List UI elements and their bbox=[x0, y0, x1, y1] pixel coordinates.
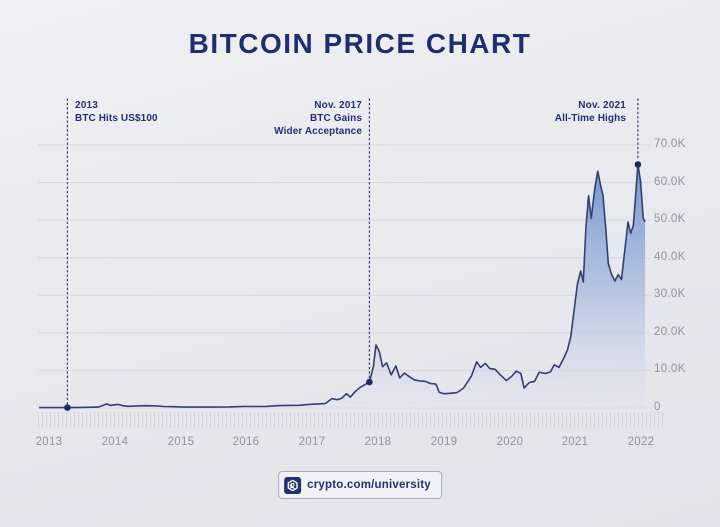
y-axis-label: 20.0K bbox=[654, 326, 686, 338]
annotation-line: Wider Acceptance bbox=[274, 126, 362, 137]
annotation-line: All-Time Highs bbox=[554, 113, 626, 124]
event-marker-dot bbox=[634, 161, 642, 168]
x-axis-label: 2016 bbox=[232, 436, 260, 448]
annotation-nov-2021: Nov. 2021 All-Time Highs bbox=[555, 99, 626, 125]
price-area bbox=[39, 164, 646, 408]
y-axis-label: 50.0K bbox=[654, 213, 686, 225]
x-axis-label: 2015 bbox=[167, 436, 195, 448]
x-axis-label: 2020 bbox=[496, 436, 524, 448]
y-axis-label: 70.0K bbox=[654, 138, 686, 150]
x-axis-label: 2017 bbox=[298, 436, 326, 448]
annotation-2013: 2013 BTC Hits US$100 bbox=[75, 99, 158, 125]
x-axis-label: 2019 bbox=[430, 436, 458, 448]
x-axis-label: 2022 bbox=[627, 436, 655, 448]
annotation-heading: Nov. 2017 bbox=[314, 100, 362, 111]
y-axis-label: 60.0K bbox=[654, 176, 686, 188]
annotation-nov-2017: Nov. 2017 BTC Gains Wider Acceptance bbox=[274, 99, 362, 138]
y-axis-label: 30.0K bbox=[654, 288, 686, 300]
badge-label: crypto.com/university bbox=[307, 479, 431, 491]
x-axis-minor-tick-strip bbox=[38, 412, 663, 428]
event-marker-dot bbox=[64, 404, 71, 411]
y-axis-label: 10.0K bbox=[654, 363, 686, 375]
x-axis-label: 2013 bbox=[35, 436, 63, 448]
crypto-com-university-badge: crypto.com/university bbox=[278, 471, 442, 499]
y-axis-label: 40.0K bbox=[654, 251, 686, 263]
y-axis-label: 0 bbox=[654, 401, 661, 413]
x-axis-label: 2014 bbox=[101, 436, 129, 448]
annotation-heading: 2013 bbox=[75, 100, 99, 111]
annotation-heading: Nov. 2021 bbox=[578, 100, 626, 111]
page-title: BITCOIN PRICE CHART bbox=[188, 28, 532, 59]
event-marker-dot bbox=[366, 378, 373, 386]
annotation-line: BTC Gains bbox=[309, 113, 362, 124]
annotation-line: BTC Hits US$100 bbox=[75, 113, 158, 124]
x-axis-label: 2021 bbox=[561, 436, 589, 448]
x-axis-label: 2018 bbox=[364, 436, 392, 448]
price-line bbox=[39, 163, 646, 409]
crypto-com-logo-icon bbox=[284, 476, 302, 494]
